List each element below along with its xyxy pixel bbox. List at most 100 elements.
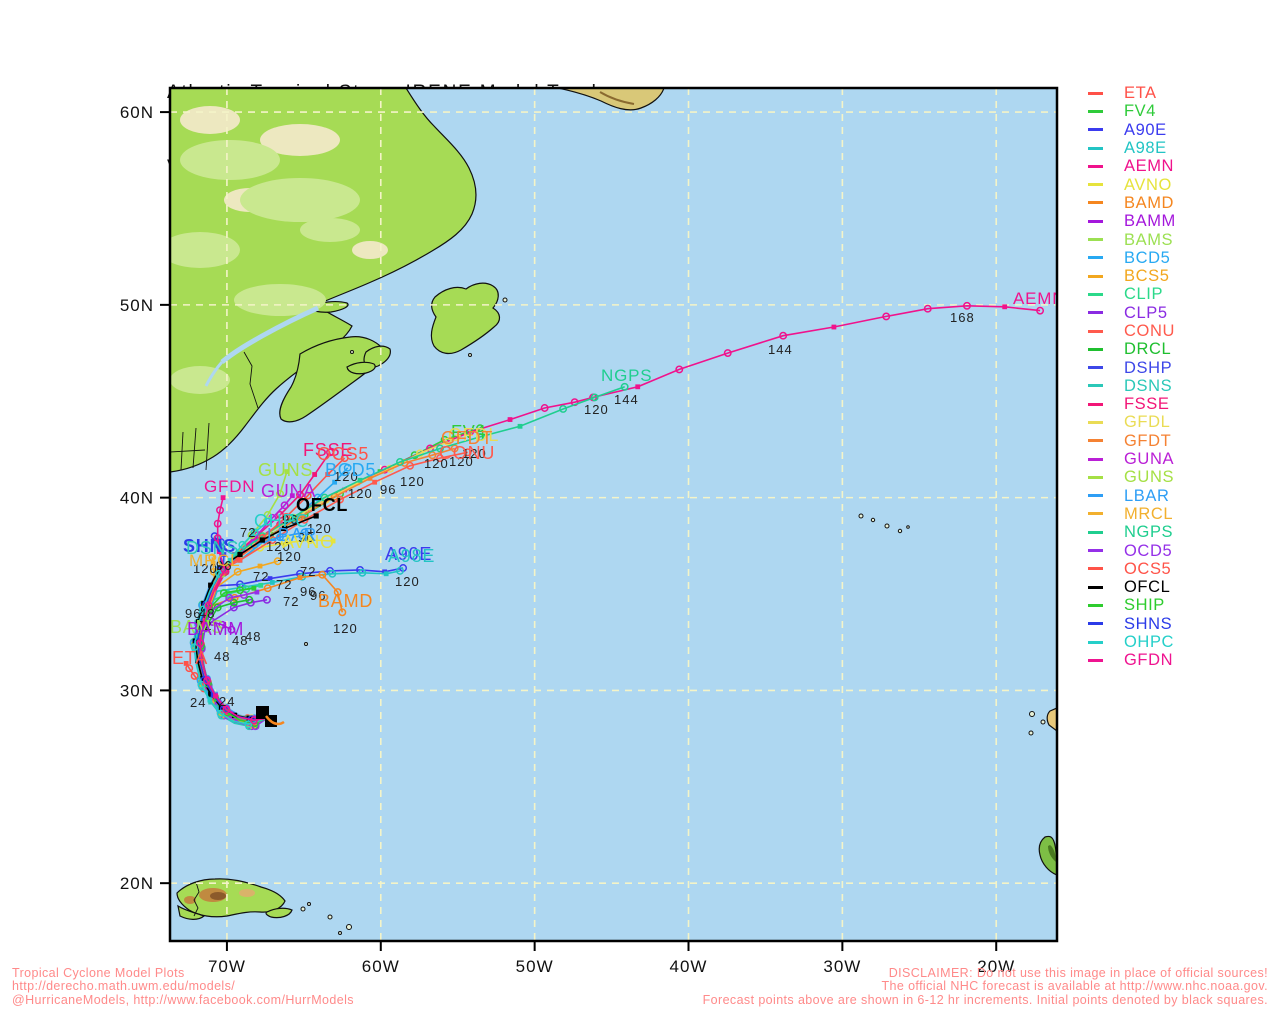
hour-label: 72 (283, 594, 299, 609)
terrain-patch (234, 284, 326, 316)
model-track-GFDN (196, 495, 268, 725)
initial-point-mark (265, 715, 285, 726)
track-label-DSNS: DSNS (186, 538, 239, 558)
legend-swatch (1088, 402, 1103, 406)
footer-points-note: Forecast points above are shown in 6-12 … (702, 992, 1268, 1007)
islet (350, 350, 354, 354)
islet (327, 914, 333, 920)
legend-item-A90E: A90E (1088, 121, 1176, 139)
islet (858, 513, 864, 519)
legend-swatch (1088, 603, 1103, 607)
track-label-GUNS: GUNS (258, 460, 313, 480)
legend-swatch (1088, 420, 1103, 424)
legend-label: ETA (1124, 84, 1157, 103)
legend-label: CLIP (1124, 285, 1164, 304)
legend-item-FV4: FV4 (1088, 102, 1176, 120)
track-label-A90E: A90E (385, 544, 432, 564)
track-label-OFCL: OFCL (296, 495, 348, 515)
hour-label: 24 (190, 695, 206, 710)
track-label-GFDL: GFDL (448, 425, 499, 445)
legend-label: BAMD (1124, 193, 1175, 212)
legend-label: OCD5 (1124, 541, 1173, 560)
legend-swatch (1088, 439, 1103, 443)
islet (307, 902, 311, 906)
islet (346, 924, 352, 930)
legend-swatch (1088, 109, 1103, 113)
legend-swatch (1088, 366, 1103, 370)
hour-label: 96 (310, 588, 326, 603)
legend-label: DSHP (1124, 358, 1173, 377)
footer-models-url: http://derecho.math.uwm.edu/models/ (12, 979, 236, 994)
x-axis-label: 60W (362, 957, 400, 976)
legend-item-DRCL: DRCL (1088, 340, 1176, 358)
legend-item-GFDN: GFDN (1088, 651, 1176, 669)
islet (1028, 730, 1034, 736)
legend-swatch (1088, 311, 1103, 315)
track-label-LBAR: LBAR (267, 525, 317, 545)
track-label-FV4: FV4 (451, 422, 486, 442)
y-axis-label: 50N (120, 296, 154, 315)
legend-label: LBAR (1124, 486, 1170, 505)
legend-label: GFDT (1124, 431, 1172, 450)
track-label-GUNA: GUNA (261, 481, 316, 501)
legend-label: GFDL (1124, 413, 1171, 432)
hour-label: 72 (253, 569, 269, 584)
hour-label: 120 (395, 574, 420, 589)
hour-label: 72 (300, 564, 316, 579)
legend-swatch (1088, 494, 1103, 498)
track-label-ETA: ETA (172, 648, 208, 668)
hour-label: 120 (266, 539, 291, 554)
hour-label: 120 (277, 549, 302, 564)
hour-label: 96 (185, 606, 201, 621)
legend-item-BCS5: BCS5 (1088, 267, 1176, 285)
track-label-AVNO: AVNO (282, 532, 335, 552)
legend-swatch (1088, 256, 1103, 260)
hour-label: 120 (193, 561, 218, 576)
legend-swatch (1088, 622, 1103, 626)
legend-label: OCS5 (1124, 559, 1172, 578)
terrain-patch (352, 241, 388, 259)
legend-label: BCD5 (1124, 248, 1171, 267)
legend-label: SHIP (1124, 596, 1165, 615)
map-frame (168, 86, 1059, 943)
legend-item-GFDL: GFDL (1088, 413, 1176, 431)
hour-label: 144 (768, 342, 793, 357)
footer-social-links: @HurricaneModels, http://www.facebook.co… (12, 992, 354, 1007)
track-label-BAMD: BAMD (318, 591, 373, 611)
terrain-patch (1048, 845, 1056, 862)
legend-label: OHPC (1124, 633, 1175, 652)
islet (468, 353, 472, 357)
legend-item-CLIP: CLIP (1088, 285, 1176, 303)
islet (1040, 719, 1046, 725)
legend-item-OFCL: OFCL (1088, 578, 1176, 596)
legend-swatch (1088, 183, 1103, 187)
legend-item-A98E: A98E (1088, 139, 1176, 157)
legend-item-NGPS: NGPS (1088, 523, 1176, 541)
terrain-patch (171, 232, 240, 268)
legend-swatch (1088, 274, 1103, 278)
hour-label: 120 (334, 469, 359, 484)
landmass-11 (1038, 835, 1056, 876)
greenland-terrain (599, 91, 635, 105)
hour-label: 48 (199, 606, 215, 621)
islet (870, 517, 876, 523)
terrain-patch (180, 140, 280, 180)
legend-swatch (1088, 658, 1103, 662)
legend-swatch (1088, 585, 1103, 589)
legend-swatch (1088, 146, 1103, 150)
landmass-9 (265, 907, 293, 919)
track-label-BCD5: BCD5 (325, 460, 376, 480)
terrain-patch (210, 892, 226, 900)
legend-item-DSHP: DSHP (1088, 358, 1176, 377)
legend-label: BCS5 (1124, 267, 1170, 286)
track-label-MRCL: MRCL (189, 551, 240, 570)
y-axis-label: 60N (120, 103, 154, 122)
legend-item-BCD5: BCD5 (1088, 249, 1176, 267)
footer-credit-title: Tropical Cyclone Model Plots (12, 966, 185, 980)
hour-label: 24 (219, 694, 235, 709)
legend-item-ETA: ETA (1088, 84, 1176, 102)
legend-swatch (1088, 530, 1103, 534)
legend-swatch (1088, 91, 1103, 95)
x-axis-label: 40W (670, 957, 708, 976)
legend-item-AVNO: AVNO (1088, 175, 1176, 194)
